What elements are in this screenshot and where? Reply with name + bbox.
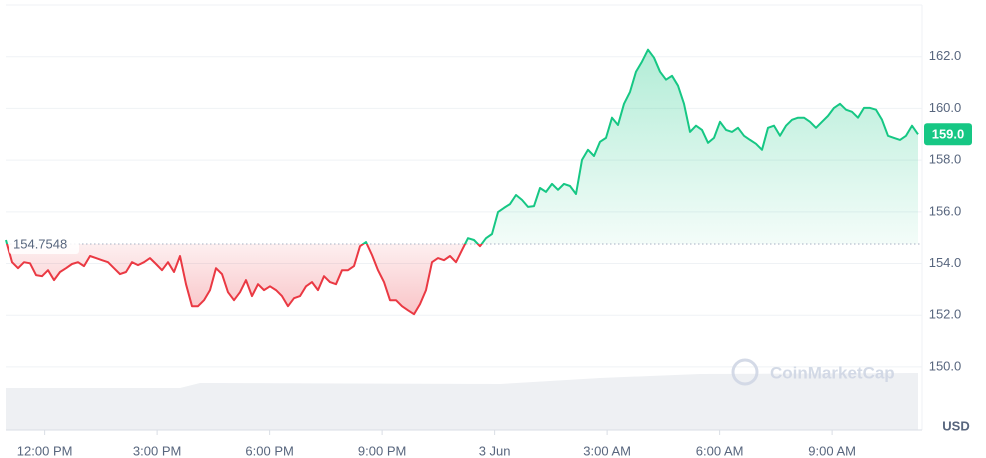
volume-band <box>6 373 918 430</box>
y-tick-label: 162.0 <box>929 48 962 63</box>
area-fill <box>6 49 918 315</box>
y-tick-label: 156.0 <box>929 203 962 218</box>
y-tick-label: 158.0 <box>929 152 962 167</box>
x-tick-label: 12:00 PM <box>17 443 73 458</box>
watermark-logo <box>731 358 759 386</box>
y-tick-label: 160.0 <box>929 100 962 115</box>
y-tick-label: 154.0 <box>929 255 962 270</box>
price-label-box <box>924 123 972 146</box>
baseline-label: 154.7548 <box>13 236 67 251</box>
x-tick-label: 3:00 PM <box>133 443 181 458</box>
x-tick-label: 3 Jun <box>479 443 511 458</box>
baseline-label-box <box>9 234 79 255</box>
price-line <box>5 48 919 316</box>
watermark: CoinMarketCap <box>731 358 895 386</box>
x-tick-label: 6:00 AM <box>696 443 744 458</box>
x-tick-label: 9:00 PM <box>358 443 406 458</box>
y-axis-label: USD <box>942 418 969 433</box>
y-tick-label: 150.0 <box>929 358 962 373</box>
y-tick-label: 152.0 <box>929 307 962 322</box>
x-tick-label: 6:00 PM <box>245 443 293 458</box>
watermark-text: CoinMarketCap <box>770 363 895 382</box>
x-tick-label: 9:00 AM <box>808 443 856 458</box>
x-tick-label: 3:00 AM <box>583 443 631 458</box>
price-label: 159.0 <box>932 127 965 142</box>
